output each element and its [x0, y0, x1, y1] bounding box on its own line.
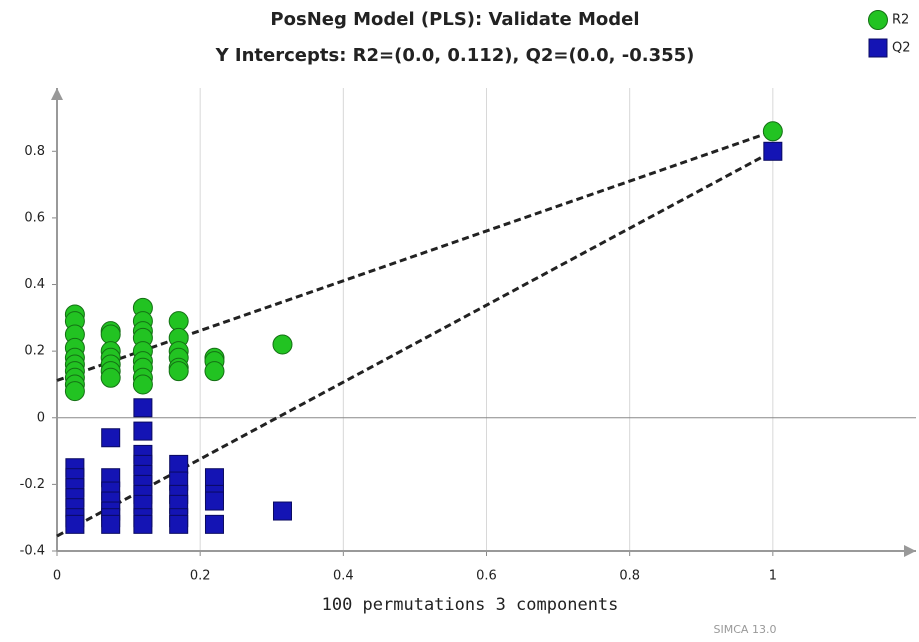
x-tick-label: 0.6 — [476, 569, 497, 584]
x-tick-label: 0.2 — [190, 569, 211, 584]
y-tick-label: 0.4 — [24, 277, 45, 292]
y-tick-label: 0.6 — [24, 210, 45, 225]
x-tick-label: 0 — [53, 569, 61, 584]
legend-marker — [868, 10, 888, 30]
point — [169, 454, 189, 474]
point — [762, 121, 783, 142]
point — [168, 311, 189, 332]
fit-line — [56, 129, 774, 382]
x-tick-label: 0.8 — [619, 569, 640, 584]
y-tick-label: -0.2 — [20, 477, 45, 492]
point — [133, 514, 153, 534]
y-tick-label: 0.2 — [24, 344, 45, 359]
point — [204, 491, 224, 511]
point — [763, 141, 783, 161]
legend-label: Q2 — [892, 41, 911, 56]
point — [132, 374, 153, 395]
chart-subtitle: Y Intercepts: R2=(0.0, 0.112), Q2=(0.0, … — [215, 45, 695, 66]
x-axis-arrow — [904, 545, 916, 557]
x-tick-label: 1 — [769, 569, 777, 584]
point — [133, 421, 153, 441]
point — [100, 324, 121, 345]
legend-label: R2 — [892, 13, 909, 28]
point — [133, 398, 153, 418]
point — [272, 334, 293, 355]
point — [101, 514, 121, 534]
y-tick-label: 0.8 — [24, 144, 45, 159]
y-tick-label: -0.4 — [20, 544, 45, 559]
point — [204, 468, 224, 488]
point — [169, 514, 189, 534]
legend-marker — [868, 38, 888, 58]
point — [272, 501, 292, 521]
point — [204, 361, 225, 382]
point — [65, 514, 85, 534]
point — [168, 361, 189, 382]
point — [204, 514, 224, 534]
x-tick-label: 0.4 — [333, 569, 354, 584]
point — [100, 367, 121, 388]
y-tick-label: 0 — [37, 410, 45, 425]
chart-title: PosNeg Model (PLS): Validate Model — [270, 9, 639, 30]
watermark: SIMCA 13.0 — [714, 623, 777, 636]
point — [64, 381, 85, 402]
point — [101, 428, 121, 448]
x-axis-label: 100 permutations 3 components — [322, 595, 619, 615]
y-axis-arrow — [51, 88, 63, 100]
